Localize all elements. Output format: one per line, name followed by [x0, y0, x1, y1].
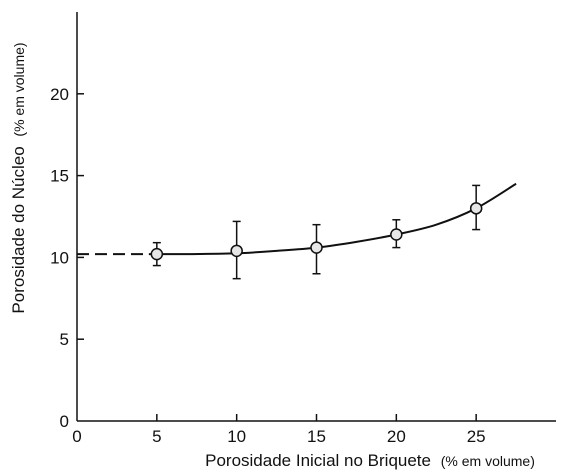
- x-axis-label-unit: (% em volume): [441, 453, 535, 469]
- data-point: [469, 202, 483, 215]
- data-points: [150, 202, 483, 261]
- y-tick-label: 10: [50, 248, 69, 267]
- x-tick-label: 20: [387, 427, 406, 446]
- x-tick-label: 5: [152, 427, 161, 446]
- curves: [77, 182, 517, 256]
- y-ticks: 0 5 10 15 20: [50, 85, 84, 431]
- x-tick-label: 0: [72, 427, 81, 446]
- fit-curve: [148, 182, 517, 256]
- x-axis-label-main: Porosidade Inicial no Briquete: [205, 451, 431, 470]
- x-tick-label: 15: [307, 427, 326, 446]
- y-tick-label: 0: [60, 412, 69, 431]
- data-point: [310, 241, 323, 254]
- y-tick-label: 15: [50, 167, 69, 186]
- x-tick-label: 10: [227, 427, 246, 446]
- error-bars: [152, 184, 481, 280]
- y-axis-label: Porosidade do Núcleo (% em volume): [9, 42, 28, 313]
- y-axis-label-unit: (% em volume): [11, 42, 27, 136]
- x-tick-label: 25: [467, 427, 486, 446]
- data-point: [230, 244, 243, 258]
- x-axis-label: Porosidade Inicial no Briquete (% em vol…: [205, 451, 535, 470]
- y-tick-label: 5: [60, 330, 69, 349]
- y-tick-label: 20: [50, 85, 69, 104]
- data-point: [390, 228, 403, 241]
- x-ticks: 0 5 10 15 20 25: [72, 414, 486, 446]
- y-axis-label-main: Porosidade do Núcleo: [9, 146, 28, 313]
- axes: [76, 12, 556, 422]
- data-point: [150, 247, 164, 261]
